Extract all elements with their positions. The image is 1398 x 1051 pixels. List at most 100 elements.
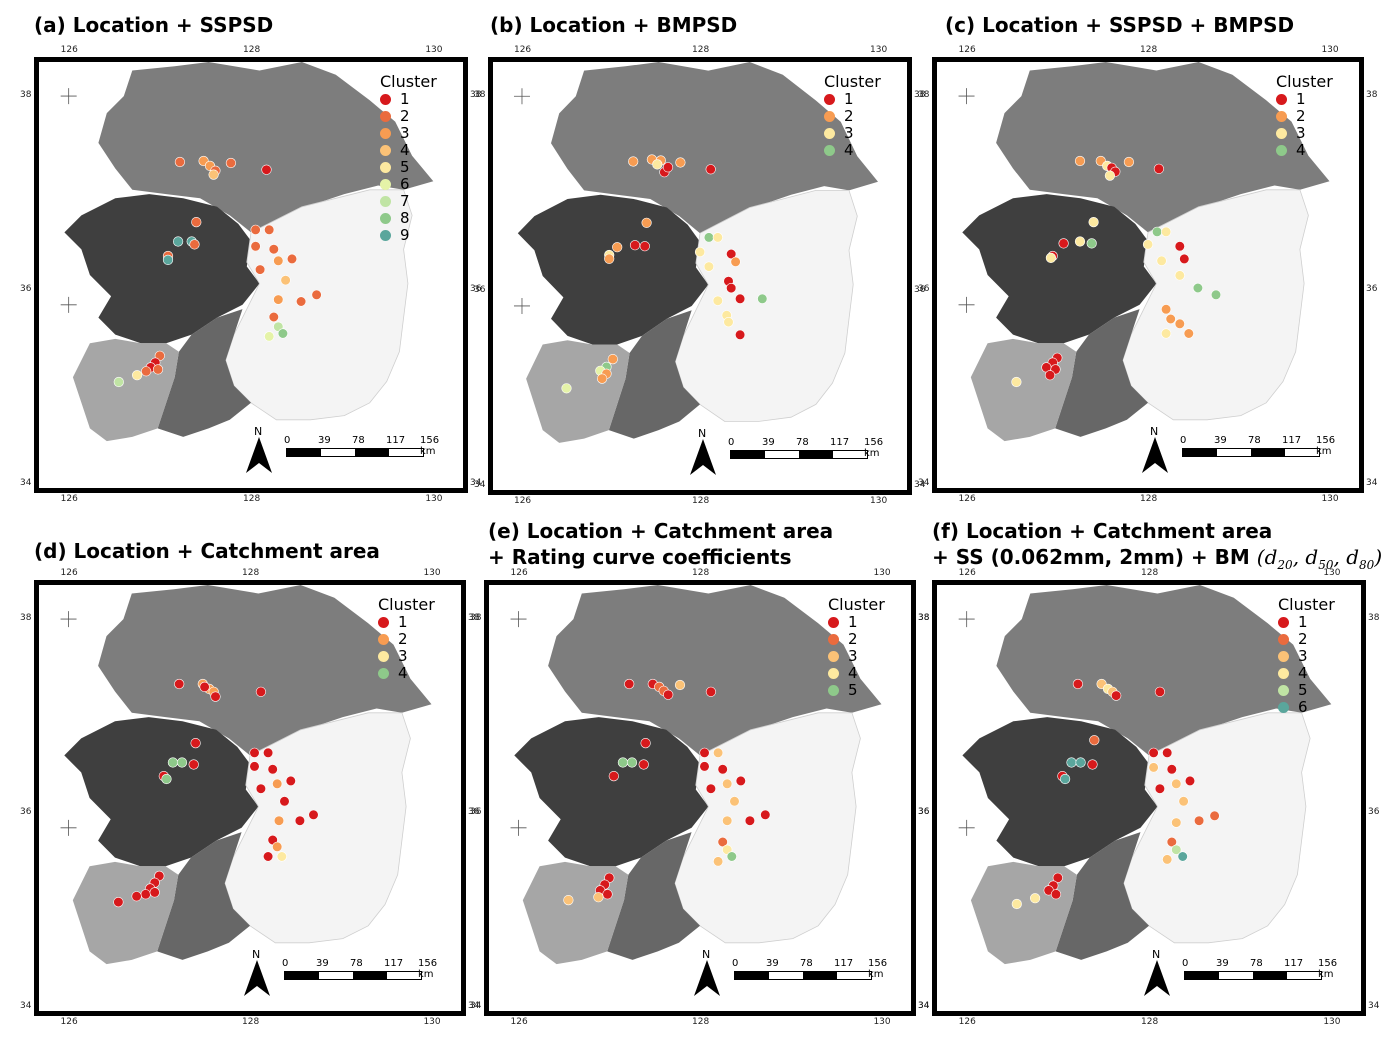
cluster-legend: Cluster 1 2 3 4 5 6 7 8 9 — [380, 73, 437, 244]
scale-label: 0 — [732, 958, 739, 969]
legend-swatch — [378, 617, 389, 628]
legend-item: 2 — [380, 108, 437, 125]
legend-swatch — [1278, 685, 1289, 696]
gauging-station-point — [1174, 318, 1185, 329]
map-svg — [60, 585, 432, 965]
scale-segment — [837, 972, 871, 979]
legend-label: 2 — [1296, 107, 1306, 125]
scale-segment — [1251, 449, 1285, 456]
gauging-station-point — [268, 311, 279, 323]
legend-label: 1 — [848, 613, 858, 631]
gauging-station-point — [1011, 898, 1022, 910]
legend-label: 9 — [400, 226, 410, 244]
legend-label: 1 — [400, 90, 410, 108]
gauging-station-point — [280, 275, 291, 286]
lat-tick-right: 34 — [1366, 477, 1378, 488]
lon-tick-top: 126 — [60, 45, 78, 55]
gauging-station-point — [744, 815, 756, 826]
legend-item: 6 — [1278, 699, 1335, 716]
gauging-station-point — [1184, 775, 1196, 786]
gauging-station-point — [264, 331, 275, 342]
scale-bar: 0 39 78 117 156 km — [284, 435, 439, 457]
legend-swatch — [1278, 702, 1289, 713]
graticule-cross — [60, 88, 77, 105]
scale-label: 156 km — [1316, 435, 1336, 457]
lon-tick-bottom: 126 — [60, 1017, 78, 1027]
gauging-station-point — [255, 686, 266, 697]
legend-label: 4 — [844, 141, 854, 159]
gauging-station-point — [726, 248, 737, 260]
scale-segment — [1219, 972, 1253, 979]
gauging-station-point — [699, 761, 710, 772]
gauging-station-point — [210, 691, 221, 702]
gauging-station-point — [735, 329, 746, 340]
scale-segment — [833, 451, 867, 458]
scale-segment — [731, 451, 765, 458]
gauging-station-point — [273, 294, 284, 305]
legend-item: 2 — [828, 631, 885, 648]
gauging-station-point — [694, 246, 706, 258]
gauging-station-point — [602, 889, 613, 900]
lat-tick-left: 38 — [20, 90, 32, 101]
legend-label: 3 — [398, 647, 408, 665]
gauging-station-point — [1089, 735, 1100, 746]
svg-text:N: N — [698, 427, 706, 440]
lat-tick-right: 38 — [918, 613, 930, 624]
legend-item: 1 — [378, 614, 435, 631]
gauging-station-point — [1088, 217, 1099, 228]
legend-item: 4 — [1276, 142, 1333, 159]
gauging-station-point — [723, 317, 734, 328]
graticule-cross — [60, 611, 77, 628]
gauging-station-point — [628, 156, 639, 167]
region-capital — [962, 194, 1157, 344]
svg-text:N: N — [1150, 425, 1158, 438]
legend-item: 3 — [824, 125, 881, 142]
legend-item: 1 — [380, 91, 437, 108]
legend-label: 7 — [400, 192, 410, 210]
lon-tick-top: 126 — [513, 45, 532, 55]
gauging-station-point — [1210, 289, 1222, 300]
lon-tick-top: 126 — [958, 568, 976, 578]
lat-tick-left: 36 — [20, 806, 32, 817]
cluster-legend: Cluster 1 2 3 4 — [1276, 73, 1333, 159]
north-arrow-icon: N — [242, 425, 276, 481]
gauging-station-point — [249, 747, 260, 758]
scale-label: 117 — [834, 958, 854, 969]
gauging-station-point — [1011, 376, 1022, 388]
scale-segment — [799, 451, 833, 458]
scale-label: 156 km — [418, 958, 438, 980]
lon-tick-top: 130 — [423, 568, 441, 578]
gauging-station-point — [174, 678, 185, 690]
scale-label: 117 — [830, 437, 850, 448]
gauging-station-point — [141, 366, 152, 377]
scale-label: 39 — [318, 435, 331, 446]
cluster-legend: Cluster 1 2 3 4 5 — [828, 596, 885, 699]
legend-swatch — [378, 668, 389, 679]
gauging-station-point — [190, 738, 201, 749]
lat-tick-right: 38 — [470, 90, 482, 101]
gauging-station-point — [1171, 844, 1182, 855]
legend-label: 6 — [1298, 698, 1308, 716]
gauging-station-point — [705, 783, 716, 794]
region-north — [98, 62, 434, 233]
gauging-station-point — [1086, 238, 1097, 249]
lon-tick-top: 130 — [1323, 568, 1341, 578]
region-capital — [64, 717, 259, 867]
gauging-station-point — [189, 239, 200, 250]
lon-tick-top: 130 — [870, 45, 888, 55]
legend-swatch — [1278, 651, 1289, 662]
scale-label: 0 — [1180, 435, 1187, 446]
lon-tick-bottom: 130 — [425, 494, 443, 504]
gauging-station-point — [1166, 836, 1177, 848]
legend-label: 4 — [1296, 141, 1306, 159]
gauging-station-point — [612, 242, 623, 253]
scale-segment — [1183, 449, 1217, 456]
gauging-station-point — [617, 757, 628, 768]
gauging-station-point — [629, 240, 641, 251]
region-north — [548, 585, 882, 756]
gauging-station-point — [294, 815, 306, 826]
scale-label: 156 km — [1318, 958, 1338, 980]
legend-label: 6 — [400, 175, 410, 193]
map-svg — [510, 585, 882, 965]
scale-bar: 0 39 78 117 156 km — [1182, 958, 1337, 980]
